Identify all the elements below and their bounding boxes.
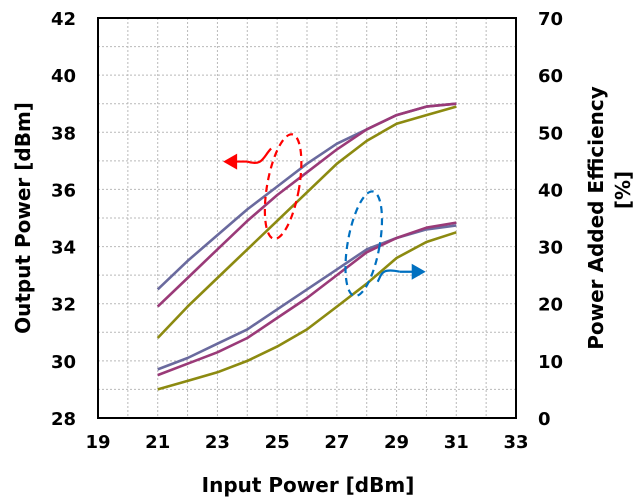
annotations (223, 133, 426, 298)
right-y-tick-label: 50 (538, 123, 563, 144)
series-group (156, 102, 457, 391)
x-axis-title: Input Power [dBm] (202, 473, 415, 497)
right-arrow-icon (411, 263, 426, 280)
right-y-tick-label: 70 (538, 9, 563, 30)
right-y-tick-label: 30 (538, 238, 563, 259)
x-tick-label: 19 (85, 432, 110, 453)
right-y-tick-label: 40 (538, 180, 563, 201)
left-y-tick-label: 38 (51, 123, 76, 144)
left-y-tick-label: 34 (51, 238, 76, 259)
x-tick-label: 27 (324, 432, 349, 453)
annotation-lead-right (376, 269, 400, 283)
series-line-6 (157, 231, 457, 391)
x-tick-label: 23 (205, 432, 230, 453)
right-y-tick-label: 60 (538, 66, 563, 87)
x-tick-label: 31 (444, 432, 469, 453)
right-y-tick-label: 20 (538, 295, 563, 316)
annotation-lead-left (246, 147, 272, 164)
left-arrow-icon (223, 153, 238, 170)
plot-frame (97, 17, 517, 419)
x-tick-label: 25 (265, 432, 290, 453)
series-line-2 (156, 102, 457, 308)
left-axis-title: Output Power [dBm] (11, 102, 35, 334)
annotation-ellipse-left (263, 133, 303, 240)
left-y-tick-label: 32 (51, 295, 76, 316)
left-y-tick-label: 36 (51, 180, 76, 201)
left-y-tick-label: 40 (51, 66, 76, 87)
right-y-tick-label: 10 (538, 352, 563, 373)
x-tick-label: 33 (503, 432, 528, 453)
right-axis-title-line2: [%] (611, 171, 635, 209)
left-y-tick-label: 28 (51, 409, 76, 430)
right-y-tick-label: 0 (538, 409, 551, 430)
x-tick-label: 29 (384, 432, 409, 453)
grid (98, 18, 516, 418)
series-line-5 (157, 221, 457, 377)
x-tick-label: 21 (145, 432, 170, 453)
right-axis-title-line1: Power Added Efficiency (584, 86, 608, 350)
series-line-3 (156, 105, 457, 339)
left-y-tick-label: 30 (51, 352, 76, 373)
left-y-tick-label: 42 (51, 9, 76, 30)
annotation-ellipse-right (344, 190, 384, 298)
tick-labels: 19 21 23 25 27 29 31 33 28 30 32 34 36 38 40 42 0 10 20 30 4… (51, 9, 563, 453)
